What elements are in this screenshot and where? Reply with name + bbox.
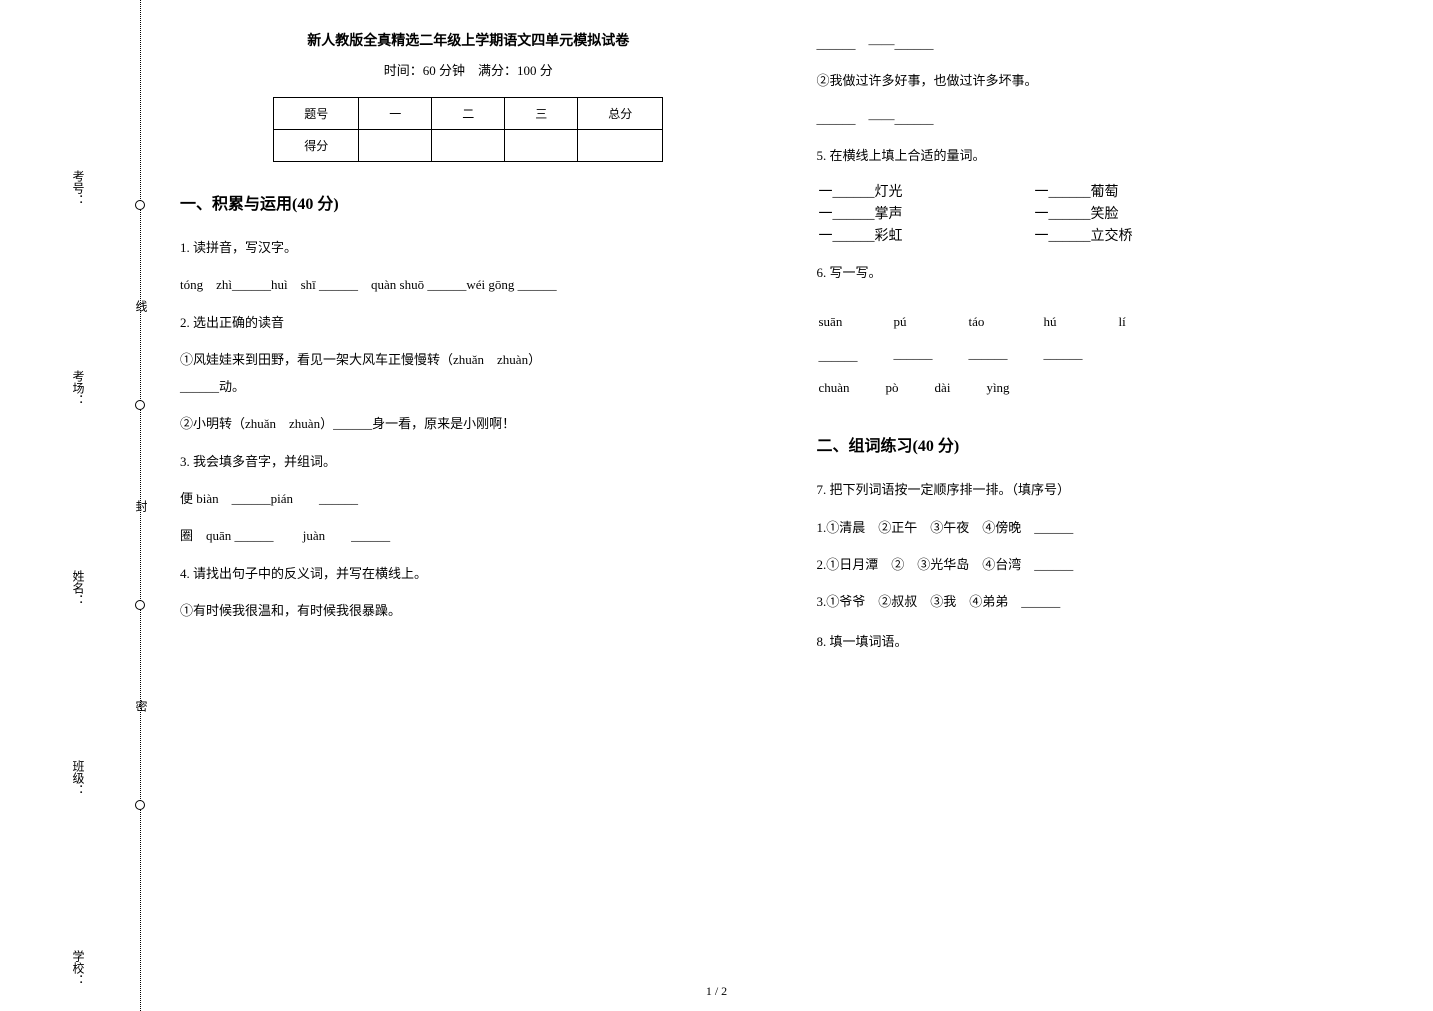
q4-item2: ②我做过许多好事，也做过许多坏事。: [817, 67, 1394, 94]
score-header: 总分: [578, 98, 663, 130]
q6-row2: chuàn pò dài yìng: [817, 372, 1046, 404]
pinyin: suān: [819, 308, 892, 336]
q2-text: 选出正确的读音: [193, 315, 284, 330]
side-label-name: 姓名：: [70, 570, 87, 606]
score-header: 一: [359, 98, 432, 130]
q4-blank1: ______ ——______: [817, 30, 1394, 57]
q3: 3. 我会填多音字，并组词。: [180, 448, 757, 475]
section2-title: 二、组词练习(40 分): [817, 432, 1394, 456]
q5-cell: 一______葡萄: [1035, 181, 1133, 201]
q2: 2. 选出正确的读音: [180, 309, 757, 336]
side-label-class: 班级：: [70, 760, 87, 796]
q3-line2: 圈 quān ______ juàn ______: [180, 522, 757, 549]
q6-text: 写一写。: [830, 265, 882, 280]
q2-item1b: ______动。: [180, 373, 757, 400]
score-row-label: 得分: [274, 130, 359, 162]
q1: 1. 读拼音，写汉字。: [180, 234, 757, 261]
q4: 4. 请找出句子中的反义词，并写在横线上。: [180, 560, 757, 587]
pinyin: dài: [935, 374, 985, 402]
q8: 8. 填一填词语。: [817, 628, 1394, 655]
q7-line3: 3.①爷爷 ②叔叔 ③我 ④弟弟 ______: [817, 588, 1394, 615]
right-column: ______ ——______ ②我做过许多好事，也做过许多坏事。 ______…: [817, 30, 1394, 665]
binding-char: 线: [133, 300, 150, 322]
pinyin: pò: [886, 374, 933, 402]
q7-line2: 2.①日月潭 ② ③光华岛 ④台湾 ______: [817, 551, 1394, 578]
q7-num: 7.: [817, 482, 830, 497]
q4-num: 4.: [180, 566, 193, 581]
q5-cell: 一______彩虹: [819, 225, 1033, 245]
side-label-room: 考场：: [70, 370, 87, 406]
q1-text: 读拼音，写汉字。: [193, 240, 297, 255]
q7-line1: 1.①清晨 ②正午 ③午夜 ④傍晚 ______: [817, 514, 1394, 541]
q1-num: 1.: [180, 240, 193, 255]
score-table: 题号 一 二 三 总分 得分: [273, 97, 663, 162]
binding-circle: [135, 800, 145, 810]
exam-title: 新人教版全真精选二年级上学期语文四单元模拟试卷: [180, 30, 757, 50]
q6-row1: suān pú táo hú lí ______________________…: [817, 306, 1162, 372]
q5-num: 5.: [817, 148, 830, 163]
q5-cell: 一______灯光: [819, 181, 1033, 201]
score-header: 二: [432, 98, 505, 130]
q8-num: 8.: [817, 634, 830, 649]
q2-item2: ②小明转（zhuǎn zhuàn）______身一看，原来是小刚啊！: [180, 410, 757, 437]
pinyin: chuàn: [819, 374, 884, 402]
q5-table: 一______灯光 一______葡萄 一______掌声 一______笑脸 …: [817, 179, 1135, 247]
page-number: 1 / 2: [706, 984, 727, 999]
score-header: 题号: [274, 98, 359, 130]
q1-pinyin: tóng zhì______huì shī ______ quàn shuō _…: [180, 271, 757, 298]
q4-text: 请找出句子中的反义词，并写在横线上。: [193, 566, 427, 581]
q5-cell: 一______掌声: [819, 203, 1033, 223]
pinyin: pú: [894, 308, 967, 336]
q5-text: 在横线上填上合适的量词。: [830, 148, 986, 163]
q6-num: 6.: [817, 265, 830, 280]
left-column: 新人教版全真精选二年级上学期语文四单元模拟试卷 时间：60 分钟 满分：100 …: [180, 30, 757, 665]
score-cell: [432, 130, 505, 162]
q8-text: 填一填词语。: [830, 634, 908, 649]
q3-text: 我会填多音字，并组词。: [193, 454, 336, 469]
pinyin: táo: [969, 308, 1042, 336]
q7: 7. 把下列词语按一定顺序排一排。（填序号）: [817, 476, 1394, 503]
q3-line1: 便 biàn ______pián ______: [180, 485, 757, 512]
binding-margin: 线 封 密 学校： 班级： 姓名： 考场： 考号：: [35, 0, 155, 1011]
score-cell: [359, 130, 432, 162]
q2-item1a: ①风娃娃来到田野，看见一架大风车正慢慢转（zhuǎn zhuàn）: [180, 346, 757, 373]
binding-circle: [135, 400, 145, 410]
binding-char: 封: [133, 500, 150, 522]
q6: 6. 写一写。: [817, 259, 1394, 286]
pinyin: lí: [1119, 308, 1160, 336]
pinyin: yìng: [986, 374, 1043, 402]
q4-item1: ①有时候我很温和，有时候我很暴躁。: [180, 597, 757, 624]
section1-title: 一、积累与运用(40 分): [180, 190, 757, 214]
score-cell: [505, 130, 578, 162]
binding-circle: [135, 600, 145, 610]
page-content: 新人教版全真精选二年级上学期语文四单元模拟试卷 时间：60 分钟 满分：100 …: [180, 30, 1393, 665]
pinyin: hú: [1044, 308, 1117, 336]
q5-cell: 一______笑脸: [1035, 203, 1133, 223]
side-label-school: 学校：: [70, 950, 87, 986]
score-header: 三: [505, 98, 578, 130]
binding-char: 密: [133, 700, 150, 722]
q3-num: 3.: [180, 454, 193, 469]
q2-num: 2.: [180, 315, 193, 330]
binding-circle: [135, 200, 145, 210]
exam-subtitle: 时间：60 分钟 满分：100 分: [180, 60, 757, 79]
side-label-id: 考号：: [70, 170, 87, 206]
q7-text: 把下列词语按一定顺序排一排。（填序号）: [830, 482, 1071, 497]
q5: 5. 在横线上填上合适的量词。: [817, 142, 1394, 169]
score-cell: [578, 130, 663, 162]
q5-cell: 一______立交桥: [1035, 225, 1133, 245]
q4-blank2: ______ ——______: [817, 105, 1394, 132]
